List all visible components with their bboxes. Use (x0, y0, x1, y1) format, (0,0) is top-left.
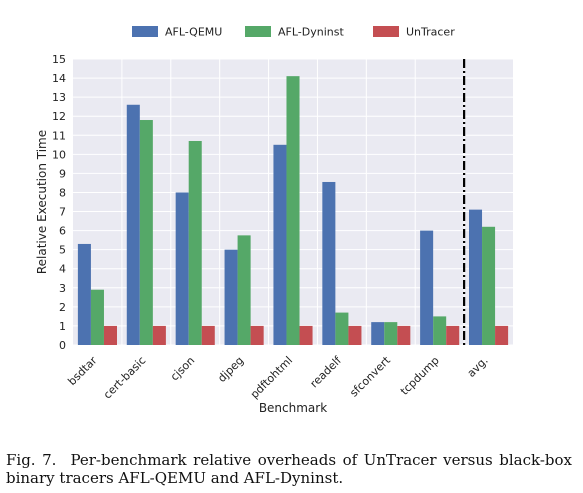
caption-text: Per-benchmark relative overheads of UnTr… (6, 451, 573, 487)
x-tick-label: readelf (308, 353, 345, 390)
legend-label-afl-dyninst: AFL-Dyninst (278, 26, 344, 39)
y-tick-label: 6 (59, 225, 66, 238)
y-tick-label: 2 (59, 301, 66, 314)
y-tick-label: 5 (59, 244, 66, 257)
y-tick-label: 11 (52, 129, 66, 142)
x-tick-label: avg. (465, 354, 491, 380)
bar-untracer-cjson (201, 325, 215, 345)
bar-untracer-readelf (348, 325, 362, 345)
bar-afl-dyninst-avg (482, 226, 496, 345)
y-tick-label: 13 (52, 91, 66, 104)
bar-untracer-sfconvert (397, 325, 411, 345)
y-tick-label: 15 (52, 53, 66, 66)
bar-afl-qemu-tcpdump (420, 230, 434, 345)
bar-untracer-tcpdump (446, 325, 460, 345)
y-tick-label: 1 (59, 320, 66, 333)
bars (77, 76, 509, 345)
bar-untracer-pdftohtml (299, 325, 313, 345)
legend-swatch-afl-qemu (132, 26, 158, 37)
legend-label-untracer: UnTracer (406, 26, 455, 39)
y-tick-label: 0 (59, 339, 66, 352)
y-tick-label: 4 (59, 263, 66, 276)
x-tick-label: cjson (168, 354, 197, 383)
bar-afl-qemu-pdftohtml (273, 144, 287, 345)
legend-label-afl-qemu: AFL-QEMU (165, 26, 222, 39)
y-tick-label: 10 (52, 148, 66, 161)
x-tick-label: tcpdump (398, 354, 442, 398)
y-tick-label: 14 (52, 72, 66, 85)
y-tick-label: 8 (59, 186, 66, 199)
bar-afl-dyninst-cjson (188, 140, 202, 345)
y-tick-label: 7 (59, 206, 66, 219)
x-tick-label: bsdtar (65, 354, 99, 388)
bar-afl-dyninst-djpeg (237, 235, 251, 345)
legend: AFL-QEMU AFL-Dyninst UnTracer (132, 26, 455, 39)
bar-afl-dyninst-certbasic (139, 120, 153, 345)
bar-afl-qemu-readelf (322, 181, 336, 345)
bar-afl-qemu-avg (469, 209, 483, 345)
bar-afl-dyninst-sfconvert (384, 322, 398, 345)
bar-afl-dyninst-tcpdump (433, 316, 447, 345)
bar-untracer-avg (495, 325, 509, 345)
caption-label: Fig. 7. (6, 451, 57, 469)
bar-afl-dyninst-readelf (335, 312, 349, 345)
legend-swatch-afl-dyninst (245, 26, 271, 37)
bar-afl-dyninst-pdftohtml (286, 76, 300, 345)
x-tick-label: djpeg (215, 354, 246, 385)
x-tick-label: pdftohtml (248, 354, 295, 401)
bar-untracer-certbasic (152, 325, 166, 345)
bar-afl-qemu-cjson (175, 192, 189, 345)
bar-untracer-djpeg (250, 325, 264, 345)
bar-afl-qemu-sfconvert (371, 322, 385, 345)
bar-chart: AFL-QEMU AFL-Dyninst UnTracer 012345678910… (35, 26, 513, 415)
bar-afl-qemu-djpeg (224, 249, 238, 345)
bar-afl-qemu-certbasic (126, 104, 140, 345)
y-tick-label: 9 (59, 167, 66, 180)
y-axis-label: Relative Execution Time (35, 130, 49, 274)
bar-afl-qemu-bsdtar (77, 243, 91, 345)
bar-afl-dyninst-bsdtar (90, 289, 104, 345)
x-tick-label: cert-basic (101, 354, 149, 402)
figure-caption: Fig. 7. Per-benchmark relative overheads … (6, 451, 572, 487)
x-tick-label: sfconvert (347, 353, 393, 399)
legend-swatch-untracer (373, 26, 399, 37)
bar-untracer-bsdtar (103, 325, 117, 345)
y-tick-label: 3 (59, 282, 66, 295)
x-tick-labels: bsdtar cert-basic cjson djpeg pdftohtml reade… (65, 353, 490, 401)
y-tick-label: 12 (52, 110, 66, 123)
x-axis-label: Benchmark (259, 401, 327, 415)
